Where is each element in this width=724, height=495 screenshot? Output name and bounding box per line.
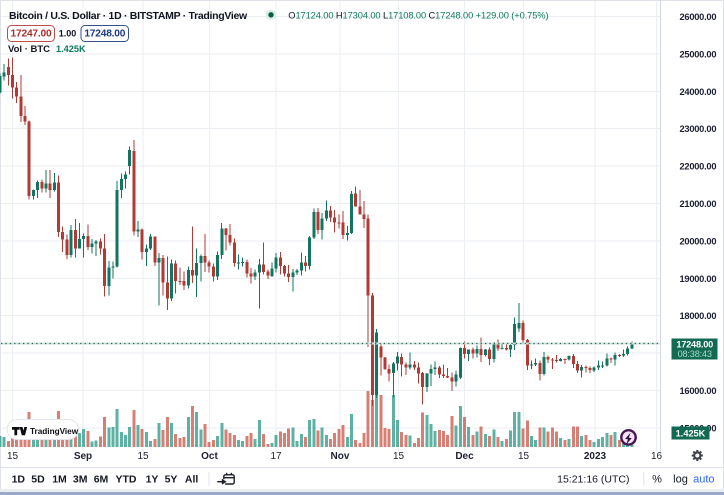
- svg-text:1.425K: 1.425K: [676, 428, 706, 438]
- svg-text:Oct: Oct: [201, 451, 218, 462]
- svg-text:17247.00: 17247.00: [11, 29, 52, 40]
- svg-text:22000.00: 22000.00: [680, 162, 717, 172]
- svg-text:15: 15: [518, 451, 530, 462]
- svg-text:Sep: Sep: [74, 451, 92, 462]
- svg-text:2023: 2023: [584, 451, 607, 462]
- svg-text:Nov: Nov: [331, 451, 350, 462]
- svg-text:17248.00: 17248.00: [676, 340, 713, 350]
- svg-text:1.00: 1.00: [59, 29, 77, 39]
- svg-text:1.425K: 1.425K: [56, 44, 86, 54]
- svg-text:25000.00: 25000.00: [680, 49, 717, 59]
- svg-text:16: 16: [651, 451, 663, 462]
- svg-text:O17124.00 H17304.00 L17108.00: O17124.00 H17304.00 L17108.00 C17248.00 …: [288, 11, 548, 21]
- svg-text:15: 15: [7, 451, 19, 462]
- svg-text:23000.00: 23000.00: [680, 124, 717, 134]
- svg-text:21000.00: 21000.00: [680, 199, 717, 209]
- svg-text:5D: 5D: [31, 474, 45, 486]
- svg-text:24000.00: 24000.00: [680, 87, 717, 97]
- svg-text:3M: 3M: [73, 474, 88, 486]
- svg-text:TradingView: TradingView: [30, 427, 79, 436]
- svg-text:Vol · BTC: Vol · BTC: [8, 44, 50, 55]
- svg-text:1M: 1M: [52, 474, 67, 486]
- svg-text:log: log: [673, 474, 688, 486]
- svg-text:All: All: [185, 474, 199, 486]
- svg-text:17248.00: 17248.00: [84, 29, 125, 40]
- svg-text:15: 15: [393, 451, 405, 462]
- svg-text:18000.00: 18000.00: [680, 311, 717, 321]
- svg-text:19000.00: 19000.00: [680, 274, 717, 284]
- svg-text:1D: 1D: [12, 474, 26, 486]
- svg-text:5Y: 5Y: [165, 474, 178, 486]
- svg-text:6M: 6M: [94, 474, 109, 486]
- svg-text:08:38:43: 08:38:43: [678, 349, 712, 359]
- svg-text:%: %: [652, 474, 662, 486]
- svg-text:YTD: YTD: [116, 474, 137, 486]
- svg-text:15: 15: [137, 451, 149, 462]
- svg-text:1Y: 1Y: [146, 474, 159, 486]
- svg-text:20000.00: 20000.00: [680, 236, 717, 246]
- svg-text:auto: auto: [693, 474, 714, 486]
- svg-text:Bitcoin / U.S. Dollar · 1D · B: Bitcoin / U.S. Dollar · 1D · BITSTAMP · …: [9, 10, 248, 22]
- svg-text:16000.00: 16000.00: [680, 386, 717, 396]
- svg-text:26000.00: 26000.00: [680, 12, 717, 22]
- svg-text:17: 17: [270, 451, 282, 462]
- svg-text:15:21:16 (UTC): 15:21:16 (UTC): [557, 474, 629, 486]
- svg-text:Dec: Dec: [455, 451, 474, 462]
